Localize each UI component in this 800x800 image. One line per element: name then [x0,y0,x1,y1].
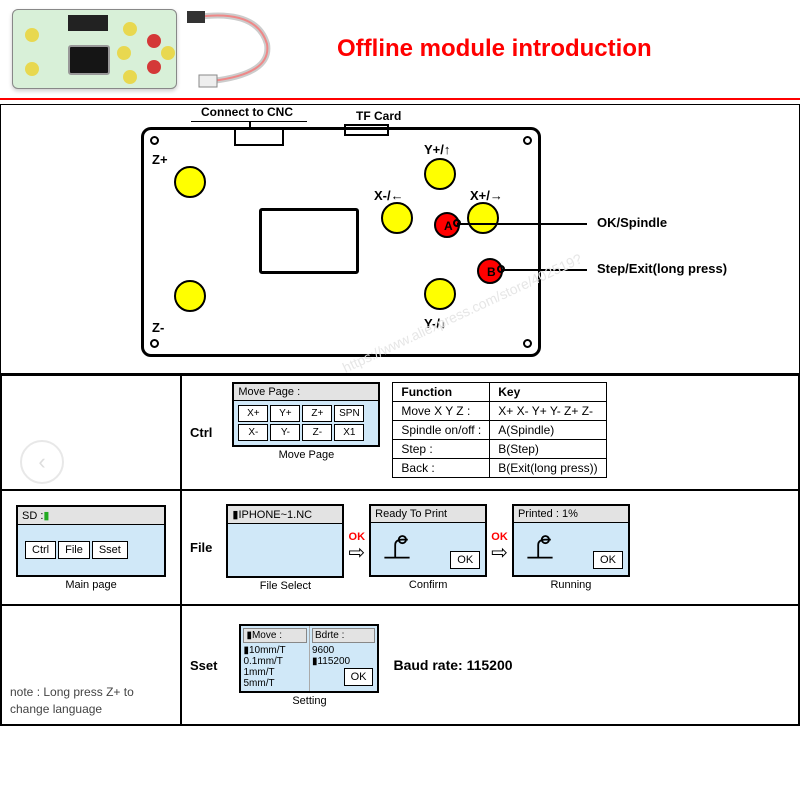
baud-rate-text: Baud rate: 115200 [393,657,512,673]
move-cell[interactable]: X- [238,424,268,441]
note-text: note : Long press Z+ to change language [10,684,172,718]
connect-cnc-label: Connect to CNC [201,105,293,119]
move-cell[interactable]: X1 [334,424,364,441]
z-plus-label: Z+ [152,152,168,167]
move-cell[interactable]: SPN [334,405,364,422]
ok-button[interactable]: OK [344,668,374,686]
main-menu-button[interactable]: File [58,541,90,559]
arrow-icon: ⇨ [348,543,365,563]
main-page-screen: SD :▮ CtrlFileSset [16,505,166,577]
y-plus-label: Y+/↑ [424,142,450,157]
module-photo [12,9,177,89]
file-select-screen: ▮IPHONE~1.NC [226,504,344,578]
step-exit-callout: Step/Exit(long press) [597,261,727,276]
main-menu-button[interactable]: Sset [92,541,128,559]
x-plus-button[interactable] [467,202,499,234]
move-cell[interactable]: X+ [238,405,268,422]
x-minus-button[interactable] [381,202,413,234]
page-title: Offline module introduction [337,35,652,63]
ok-spindle-callout: OK/Spindle [597,215,667,230]
tf-card-label: TF Card [356,109,401,123]
move-cell[interactable]: Y- [270,424,300,441]
lcd-screen [259,208,359,274]
confirm-screen: Ready To Print OK [369,504,487,577]
y-plus-button[interactable] [424,158,456,190]
function-table: FunctionKey Move X Y Z :X+ X- Y+ Y- Z+ Z… [392,382,606,478]
y-minus-button[interactable] [424,278,456,310]
z-minus-button[interactable] [174,280,206,312]
move-cell[interactable]: Z- [302,424,332,441]
cable-photo [177,9,297,89]
move-cell[interactable]: Y+ [270,405,300,422]
header: Offline module introduction [0,0,800,100]
ok-button[interactable]: OK [593,551,623,569]
prev-arrow-icon: ‹ [20,440,64,484]
y-minus-label: Y-/↓ [424,316,446,331]
file-label: File [190,540,220,555]
move-cell[interactable]: Z+ [302,405,332,422]
setting-screen: ▮Move : ▮10mm/T 0.1mm/T 1mm/T 5mm/T Bdrt… [239,624,379,693]
x-plus-label: X+/→ [470,188,503,203]
board-outline: Z+ Z- Y+/↑ X-/← X+/→ Y-/↓ A B [141,127,541,357]
move-page-screen: Move Page : X+Y+Z+SPNX-Y-Z-X1 [232,382,380,447]
running-screen: Printed : 1% OK [512,504,630,577]
x-minus-label: X-/← [374,188,404,203]
ctrl-label: Ctrl [190,425,220,440]
board-diagram: Connect to CNC TF Card Z+ Z- Y+/↑ X-/← X… [0,104,800,374]
main-menu-button[interactable]: Ctrl [25,541,56,559]
z-minus-label: Z- [152,320,164,335]
printer-icon [522,527,558,566]
sset-label: Sset [190,658,225,673]
printer-icon [379,527,415,566]
screens-grid: Ctrl Move Page : X+Y+Z+SPNX-Y-Z-X1 Move … [0,374,800,726]
ok-button[interactable]: OK [450,551,480,569]
z-plus-button[interactable] [174,166,206,198]
arrow-icon: ⇨ [491,543,508,563]
